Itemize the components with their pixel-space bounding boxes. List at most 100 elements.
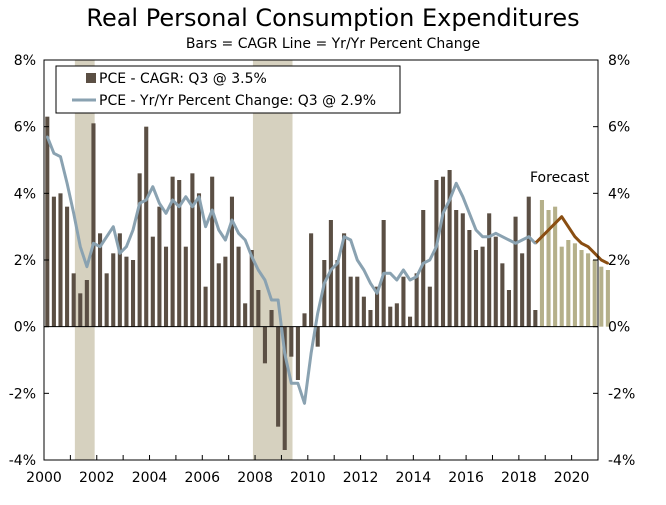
yoy-point <box>296 382 300 385</box>
x-tick-label: 2018 <box>501 470 537 486</box>
yoy-point <box>567 225 570 228</box>
yoy-point <box>171 198 174 202</box>
yoy-point <box>336 262 339 265</box>
yoy-point <box>224 238 227 242</box>
yoy-point <box>98 245 102 248</box>
yoy-point <box>553 222 557 225</box>
cagr-bar <box>84 280 89 327</box>
yoy-point <box>283 352 286 355</box>
cagr-bar <box>546 210 551 327</box>
yoy-point <box>534 242 537 245</box>
yoy-point <box>540 235 544 238</box>
yoy-point <box>257 268 260 272</box>
yoy-point <box>507 238 511 242</box>
x-tick-label: 2016 <box>448 470 484 486</box>
legend: PCE - CAGR: Q3 @ 3.5% PCE - Yr/Yr Percen… <box>55 65 401 114</box>
cagr-bar <box>216 263 221 327</box>
cagr-bar <box>467 230 472 327</box>
yoy-point <box>362 268 366 272</box>
cagr-bar <box>605 270 610 327</box>
yoy-point <box>118 252 122 255</box>
yoy-point <box>250 255 253 258</box>
yoy-point <box>435 245 438 248</box>
yoy-point <box>382 272 385 275</box>
yoy-point <box>164 212 168 215</box>
yoy-point <box>85 265 89 268</box>
yoy-point <box>59 155 62 158</box>
y-tick-label-left: -2% <box>9 386 36 402</box>
x-tick-label: 2004 <box>132 470 168 486</box>
yoy-point <box>389 272 392 275</box>
y-tick-label-left: 0% <box>14 320 36 336</box>
cagr-bar <box>520 253 525 327</box>
yoy-point <box>408 278 412 282</box>
cagr-bar <box>256 290 261 327</box>
cagr-bar <box>282 326 287 450</box>
cagr-bar <box>315 326 320 347</box>
yoy-point <box>204 225 207 228</box>
cagr-bar <box>355 276 360 327</box>
y-tick-label-right: 0% <box>608 320 630 336</box>
y-tick-label-left: -4% <box>9 453 36 469</box>
cagr-bar <box>196 193 202 327</box>
cagr-bar <box>572 243 577 327</box>
yoy-point <box>606 262 610 265</box>
cagr-bar <box>289 326 294 357</box>
cagr-bar <box>71 273 76 327</box>
cagr-bar <box>493 236 498 327</box>
yoy-point <box>323 282 326 285</box>
yoy-point <box>547 228 550 232</box>
cagr-bar <box>91 123 96 327</box>
cagr-bar <box>394 303 399 327</box>
cagr-bar <box>157 206 162 327</box>
cagr-bar <box>586 253 591 327</box>
cagr-bar <box>427 286 432 327</box>
yoy-point <box>263 278 267 282</box>
yoy-point <box>455 182 458 185</box>
yoy-point <box>441 212 445 215</box>
yoy-point <box>487 235 491 238</box>
cagr-bar <box>388 306 393 327</box>
cagr-bar <box>249 250 254 327</box>
yoy-point <box>131 228 135 232</box>
x-tick-label: 2008 <box>237 470 273 486</box>
axes: 8% 8%6% 6%4% 4%2% 2%0% 0%-2% -2%-4% -4%2000 2002… <box>9 53 636 486</box>
cagr-bar <box>65 206 70 327</box>
cagr-bar <box>124 256 129 327</box>
cagr-bar <box>566 240 571 327</box>
x-tick-label: 2014 <box>396 470 432 486</box>
y-tick-label-left: 4% <box>14 186 36 202</box>
cagr-bar <box>487 213 492 327</box>
yoy-point <box>600 258 603 262</box>
yoy-point <box>514 242 517 245</box>
yoy-point <box>79 245 82 248</box>
yoy-point <box>112 225 115 228</box>
yoy-point <box>178 205 181 208</box>
yoy-point <box>92 242 95 245</box>
yoy-point <box>237 232 240 235</box>
cagr-bar <box>533 310 538 327</box>
legend-box <box>55 65 401 114</box>
yoy-point <box>309 352 313 355</box>
yoy-point <box>329 268 333 272</box>
chart-title: Real Personal Consumption Expenditures <box>86 4 580 32</box>
y-tick-label-right: 8% <box>608 53 630 69</box>
yoy-point <box>560 215 563 218</box>
yoy-point <box>402 268 405 272</box>
cagr-bar <box>500 263 505 327</box>
cagr-bar <box>210 176 215 327</box>
cagr-bar <box>276 326 281 427</box>
cagr-bar <box>473 250 479 327</box>
cagr-bar <box>236 246 241 327</box>
yoy-point <box>217 228 220 232</box>
yoy-point <box>303 402 306 405</box>
cagr-bar <box>150 236 155 327</box>
cagr-bar <box>309 233 314 327</box>
yoy-point <box>349 238 352 242</box>
yoy-point <box>593 252 596 255</box>
yoy-point <box>138 202 141 205</box>
cagr-bar <box>183 246 188 327</box>
cagr-bar <box>539 200 544 327</box>
cagr-bar <box>177 180 182 327</box>
yoy-point <box>105 235 108 238</box>
